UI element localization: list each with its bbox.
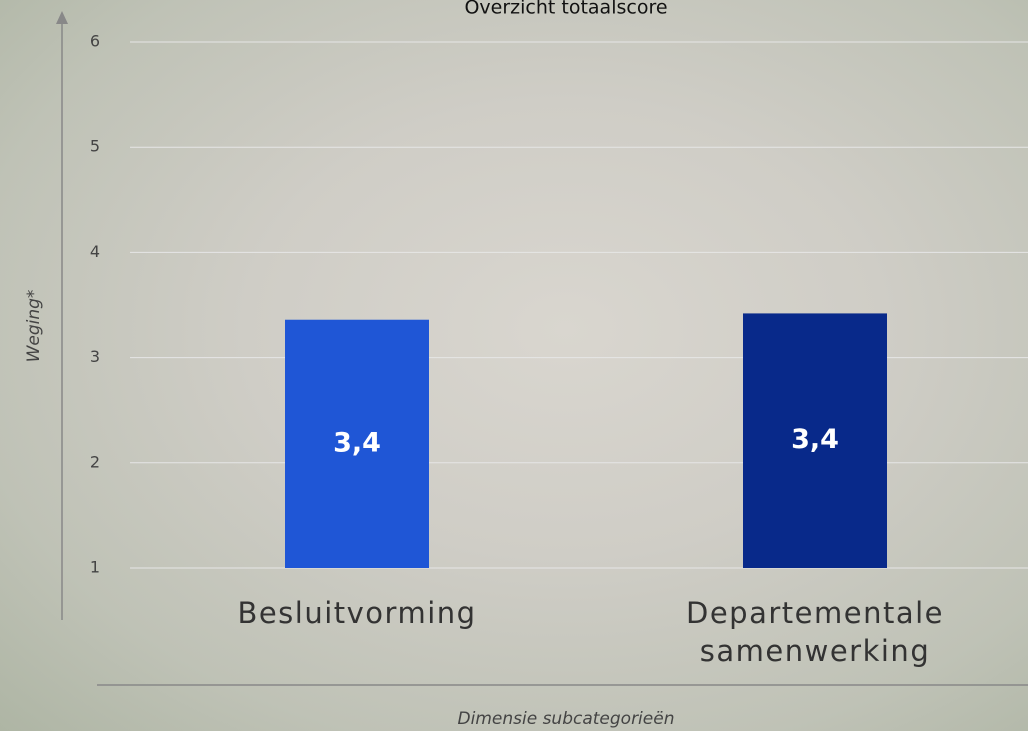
x-axis-label: Dimensie subcategorieën — [458, 709, 675, 729]
y-axis-arrow — [56, 11, 68, 24]
y-tick-label: 1 — [90, 558, 100, 577]
y-tick-label: 5 — [90, 137, 100, 156]
chart-title: Overzicht totaalscore — [464, 0, 667, 19]
y-tick-label: 2 — [90, 452, 100, 471]
x-tick-label: Besluitvorming — [187, 594, 527, 632]
y-axis-label: Weging* — [24, 290, 44, 363]
page: Overzicht totaalscore Weging* Dimensie s… — [0, 0, 1028, 731]
value-label: 3,4 — [333, 427, 381, 458]
y-tick-label: 6 — [90, 32, 100, 51]
y-tick-label: 3 — [90, 347, 100, 366]
y-tick-label: 4 — [90, 242, 100, 261]
value-label: 3,4 — [791, 424, 839, 455]
x-tick-label: Departementale samenwerking — [645, 594, 985, 670]
